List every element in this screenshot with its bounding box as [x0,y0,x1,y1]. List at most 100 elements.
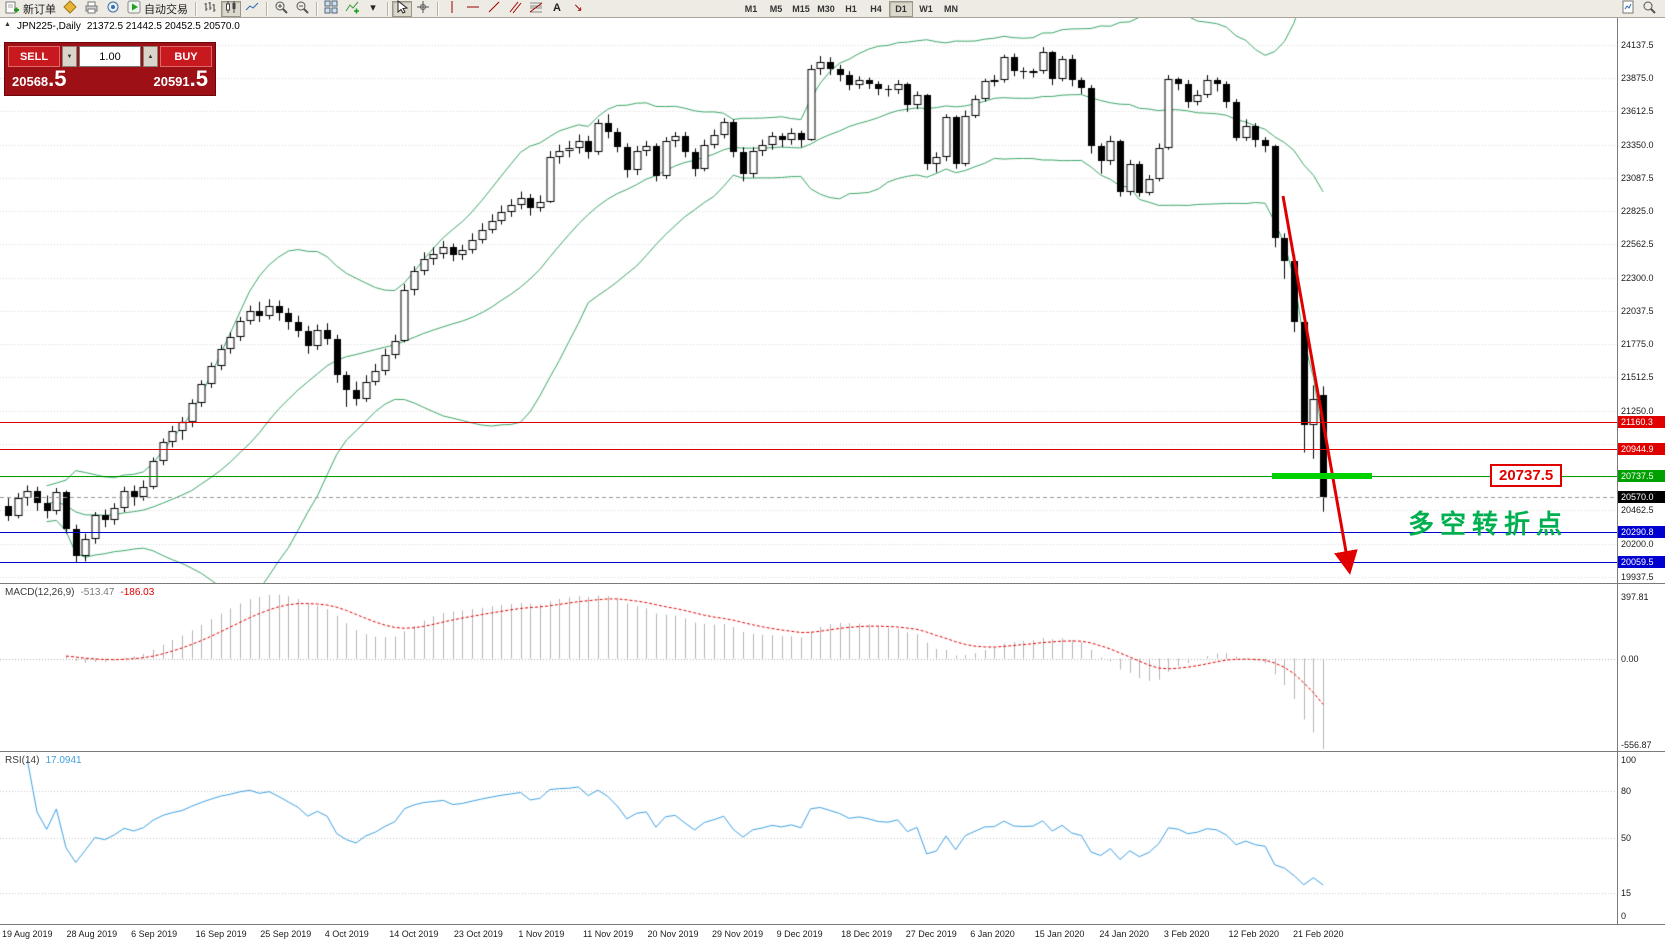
horizontal-line-20944.9[interactable] [0,449,1617,450]
chart-line-icon [245,0,259,17]
price-scale-label: 22037.5 [1621,305,1654,316]
timeframe-d1[interactable]: D1 [889,0,913,17]
chart-bars-icon [203,0,217,17]
chart-bars-button[interactable] [200,1,220,17]
buy-button[interactable]: BUY [160,46,212,67]
timeframe-mn[interactable]: MN [939,1,963,17]
timeframe-m1[interactable]: M1 [739,1,763,17]
toolbar-separator [387,1,388,16]
rsi-canvas[interactable] [0,752,1617,924]
horizontal-line-20290.8[interactable] [0,532,1617,533]
price-tag-20059.5: 20059.5 [1618,555,1665,568]
print-icon [84,0,99,17]
timeframe-w1[interactable]: W1 [914,1,938,17]
price-scale-label: 24137.5 [1621,39,1654,50]
price-label-object[interactable]: 20737.5 [1490,463,1563,487]
chart-candles-button[interactable] [221,0,241,17]
vertical-line-icon [445,0,459,17]
toolbar: 新订单 自动交易 ▾ A ↘ M1 M5 M15 M30 H1 H4 D1 W1 MN [0,0,1665,18]
date-label: 14 Oct 2019 [389,929,439,939]
search-button[interactable] [1639,1,1659,17]
main-chart[interactable]: 20737.5 多空转折点 ▲ JPN225-,Daily 21372.5 21… [0,18,1617,583]
date-label: 21 Feb 2020 [1293,929,1344,939]
preview-button[interactable] [103,1,123,17]
trendline-button[interactable] [484,1,504,17]
volume-decrease-button[interactable]: ▼ [62,46,77,67]
macd-canvas[interactable] [0,584,1617,751]
timeframe-m5[interactable]: M5 [764,1,788,17]
new-order-button[interactable]: 新订单 [2,1,59,17]
date-label: 9 Dec 2019 [776,929,823,939]
timeframe-m30[interactable]: M30 [814,1,838,17]
price-tag-20290.8: 20290.8 [1618,526,1665,539]
fibonacci-button[interactable] [526,1,546,17]
zoom-in-icon [274,0,288,17]
date-label: 4 Oct 2019 [324,929,369,939]
rsi-panel: RSI(14) 17.0941 100 80 50 15 0 [0,751,1665,924]
horizontal-line-icon [466,0,480,17]
date-label: 25 Sep 2019 [260,929,312,939]
zoom-in-button[interactable] [271,1,291,17]
horizontal-line-20737.5[interactable] [0,476,1617,477]
volume-increase-button[interactable]: ▲ [143,46,158,67]
trendline-icon [487,0,501,17]
zoom-out-icon [295,0,309,17]
timeframe-m15[interactable]: M15 [789,1,813,17]
text-tool-button[interactable]: A [547,1,567,17]
templates-button[interactable]: ▾ [363,1,383,17]
sell-price: 20568.5 [12,66,67,91]
new-chart-button[interactable] [1618,0,1638,17]
tile-windows-button[interactable] [321,0,341,17]
price-scale-label: 21250.0 [1621,405,1654,416]
macd-scale-label: -556.87 [1621,740,1652,750]
rsi-axis[interactable]: 100 80 50 15 0 [1617,752,1665,924]
zoom-out-button[interactable] [292,1,312,17]
main-chart-panel: 20737.5 多空转折点 ▲ JPN225-,Daily 21372.5 21… [0,18,1665,583]
autotrading-button[interactable]: 自动交易 [124,0,191,17]
price-axis[interactable]: 24137.5 23875.0 23612.5 23350.0 23087.5 22825… [1617,18,1665,583]
tile-windows-icon [324,0,338,17]
vertical-line-button[interactable] [442,1,462,17]
price-scale-label: 22300.0 [1621,272,1654,283]
horizontal-line-20059.5[interactable] [0,562,1617,563]
pivot-segment[interactable] [1272,472,1372,479]
indicators-button[interactable] [342,1,362,17]
date-label: 6 Jan 2020 [970,929,1015,939]
rsi-chart[interactable]: RSI(14) 17.0941 [0,752,1617,924]
macd-chart[interactable]: MACD(12,26,9) -513.47 -186.03 [0,584,1617,751]
time-axis[interactable]: 19 Aug 2019 28 Aug 2019 6 Sep 2019 16 Sep 2… [0,924,1665,946]
price-scale-label: 22562.5 [1621,239,1654,250]
date-label: 1 Nov 2019 [518,929,565,939]
macd-axis[interactable]: 397.81 0.00 -556.87 [1617,584,1665,751]
horizontal-line-21160.3[interactable] [0,422,1617,423]
channel-button[interactable] [505,1,525,17]
arrows-tool-button[interactable]: ↘ [568,1,588,17]
sell-button[interactable]: SELL [8,46,60,67]
toolbar-separator [316,1,317,16]
cursor-button[interactable] [392,0,412,17]
print-button[interactable] [81,1,102,17]
volume-input[interactable] [79,46,141,67]
date-label: 27 Dec 2019 [905,929,957,939]
price-scale-label: 20200.0 [1621,538,1654,549]
main-chart-canvas[interactable] [0,18,1617,583]
indicators-icon [345,0,359,17]
timeframe-h4[interactable]: H4 [864,1,888,17]
macd-panel: MACD(12,26,9) -513.47 -186.03 397.81 0.00 -5… [0,583,1665,751]
date-label: 19 Aug 2019 [2,929,53,939]
chart-line-button[interactable] [242,1,262,17]
timeframe-h1[interactable]: H1 [839,1,863,17]
macd-scale-label: 0.00 [1621,653,1639,664]
price-scale-label: 21512.5 [1621,372,1654,383]
annotation-text[interactable]: 多空转折点 [1408,509,1569,539]
price-scale-label: 23087.5 [1621,172,1654,183]
price-scale-label: 23612.5 [1621,106,1654,117]
chart-candles-icon [224,0,238,17]
favorites-button[interactable] [60,0,80,17]
toolbar-separator [266,1,267,16]
price-tag-20944.9: 20944.9 [1618,443,1665,456]
crosshair-button[interactable] [413,1,433,17]
horizontal-line-button[interactable] [463,1,483,17]
price-scale-label: 20462.5 [1621,505,1654,516]
